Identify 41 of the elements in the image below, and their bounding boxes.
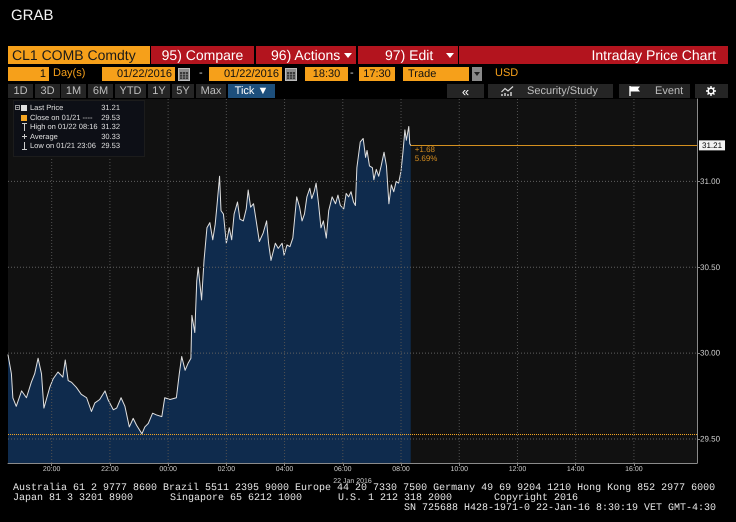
text: 6M <box>92 84 108 96</box>
text: SN 725688 H428-1971-0 22-Jan-16 8:30:19 VET GMT-4:30 <box>404 503 716 514</box>
text: 01/22/2016 <box>224 68 279 80</box>
text: 96) Actions <box>271 47 340 63</box>
text: Event <box>655 84 684 96</box>
text: 17:30 <box>363 68 391 80</box>
text: Day(s) <box>53 67 86 79</box>
text: 01/22/2016 <box>116 68 172 80</box>
ref-line-label: 31.21 <box>702 140 723 150</box>
text: Australia 61 2 9777 8600 Brazil 5511 2395 9000 Europe 44 20 7330 7500 Germany 49 69 9204 1210 Hong Kong 852 2977 6000 <box>13 483 716 494</box>
annotation: +1.68 <box>414 145 435 154</box>
text: Security/Study <box>527 84 598 96</box>
text: 5Y <box>176 84 190 96</box>
chart-title: CL1 COMB Comdty <box>12 47 136 63</box>
text: Japan 81 3 3201 8900 <box>13 493 134 504</box>
text: U.S. 1 212 318 2000 <box>338 493 452 504</box>
y-tick-label: 31.00 <box>700 176 721 186</box>
text: YTD <box>120 84 142 96</box>
text: - <box>350 67 354 79</box>
annotation: 5.69% <box>414 154 438 164</box>
text: 3D <box>40 84 55 96</box>
text: 1D <box>13 84 28 96</box>
text: GRAB <box>11 7 54 24</box>
text: 1 <box>40 68 46 80</box>
text: 97) Edit <box>385 47 434 63</box>
text: 1M <box>66 84 82 96</box>
chart-subtitle: Intraday Price Chart <box>592 47 716 63</box>
y-tick-label: 30.50 <box>700 262 721 272</box>
text: Max <box>200 84 222 96</box>
y-tick-label: 29.50 <box>700 434 721 444</box>
text: Singapore 65 6212 1000 <box>170 493 302 504</box>
text: « <box>462 84 470 98</box>
text: - <box>199 67 203 79</box>
text: USD <box>495 67 518 79</box>
text: Tick ▼ <box>234 84 268 96</box>
text: 1Y <box>152 84 166 96</box>
text: Trade <box>408 68 436 80</box>
text: 18:30 <box>312 68 340 80</box>
text: 95) Compare <box>162 47 244 63</box>
y-tick-label: 30.00 <box>700 348 721 358</box>
text: Copyright 2016 <box>494 493 578 504</box>
